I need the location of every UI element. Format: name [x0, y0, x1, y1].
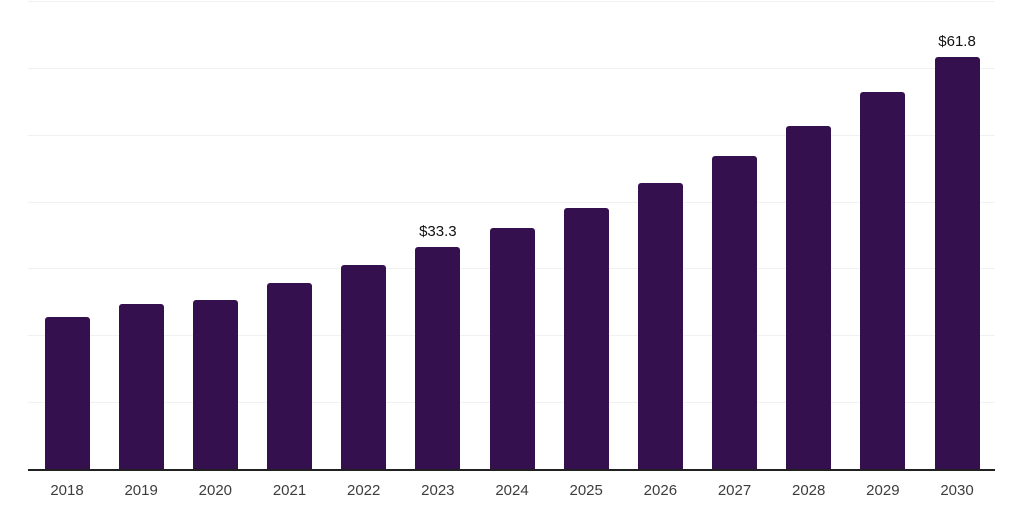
bar-2029 — [860, 92, 906, 470]
bar-2023 — [415, 247, 461, 470]
bar-2030 — [934, 56, 980, 470]
x-tick-2021: 2021 — [272, 482, 307, 499]
x-tick-2024: 2024 — [495, 482, 529, 499]
gridline-70 — [28, 1, 995, 2]
bar-2024 — [489, 227, 535, 470]
x-tick-2029: 2029 — [866, 482, 900, 499]
x-tick-2026: 2026 — [643, 482, 678, 499]
bar-2025 — [563, 207, 609, 470]
x-tick-2019: 2019 — [124, 482, 158, 499]
bar-2020 — [192, 300, 238, 470]
x-tick-2030: 2030 — [940, 482, 974, 499]
gridline-60 — [28, 67, 995, 69]
x-tick-2025: 2025 — [569, 482, 603, 499]
x-axis-line — [28, 469, 995, 471]
x-axis-labels: 2018 2019 2020 2021 2022 2023 2024 2025 2026 2027… — [0, 482, 1024, 506]
x-tick-2023: 2023 — [421, 482, 455, 499]
bar-2021 — [267, 282, 312, 470]
x-tick-2020: 2020 — [198, 482, 233, 499]
plot-area: $33.3 $61.8 — [28, 1, 995, 470]
bar-2027 — [712, 156, 758, 470]
x-tick-2028: 2028 — [792, 482, 826, 499]
data-label-2023: $33.3 — [419, 223, 457, 241]
gridline-40 — [28, 201, 995, 203]
bar-2018 — [44, 316, 90, 470]
data-label-2030: $61.8 — [938, 32, 976, 50]
gridline-50 — [28, 134, 995, 136]
bar-2019 — [118, 304, 164, 470]
x-tick-2018: 2018 — [50, 482, 84, 499]
x-tick-2027: 2027 — [717, 482, 752, 499]
bar-2028 — [786, 126, 832, 470]
bar-2022 — [341, 265, 387, 470]
x-tick-2022: 2022 — [346, 482, 381, 499]
bar-2026 — [637, 183, 683, 470]
